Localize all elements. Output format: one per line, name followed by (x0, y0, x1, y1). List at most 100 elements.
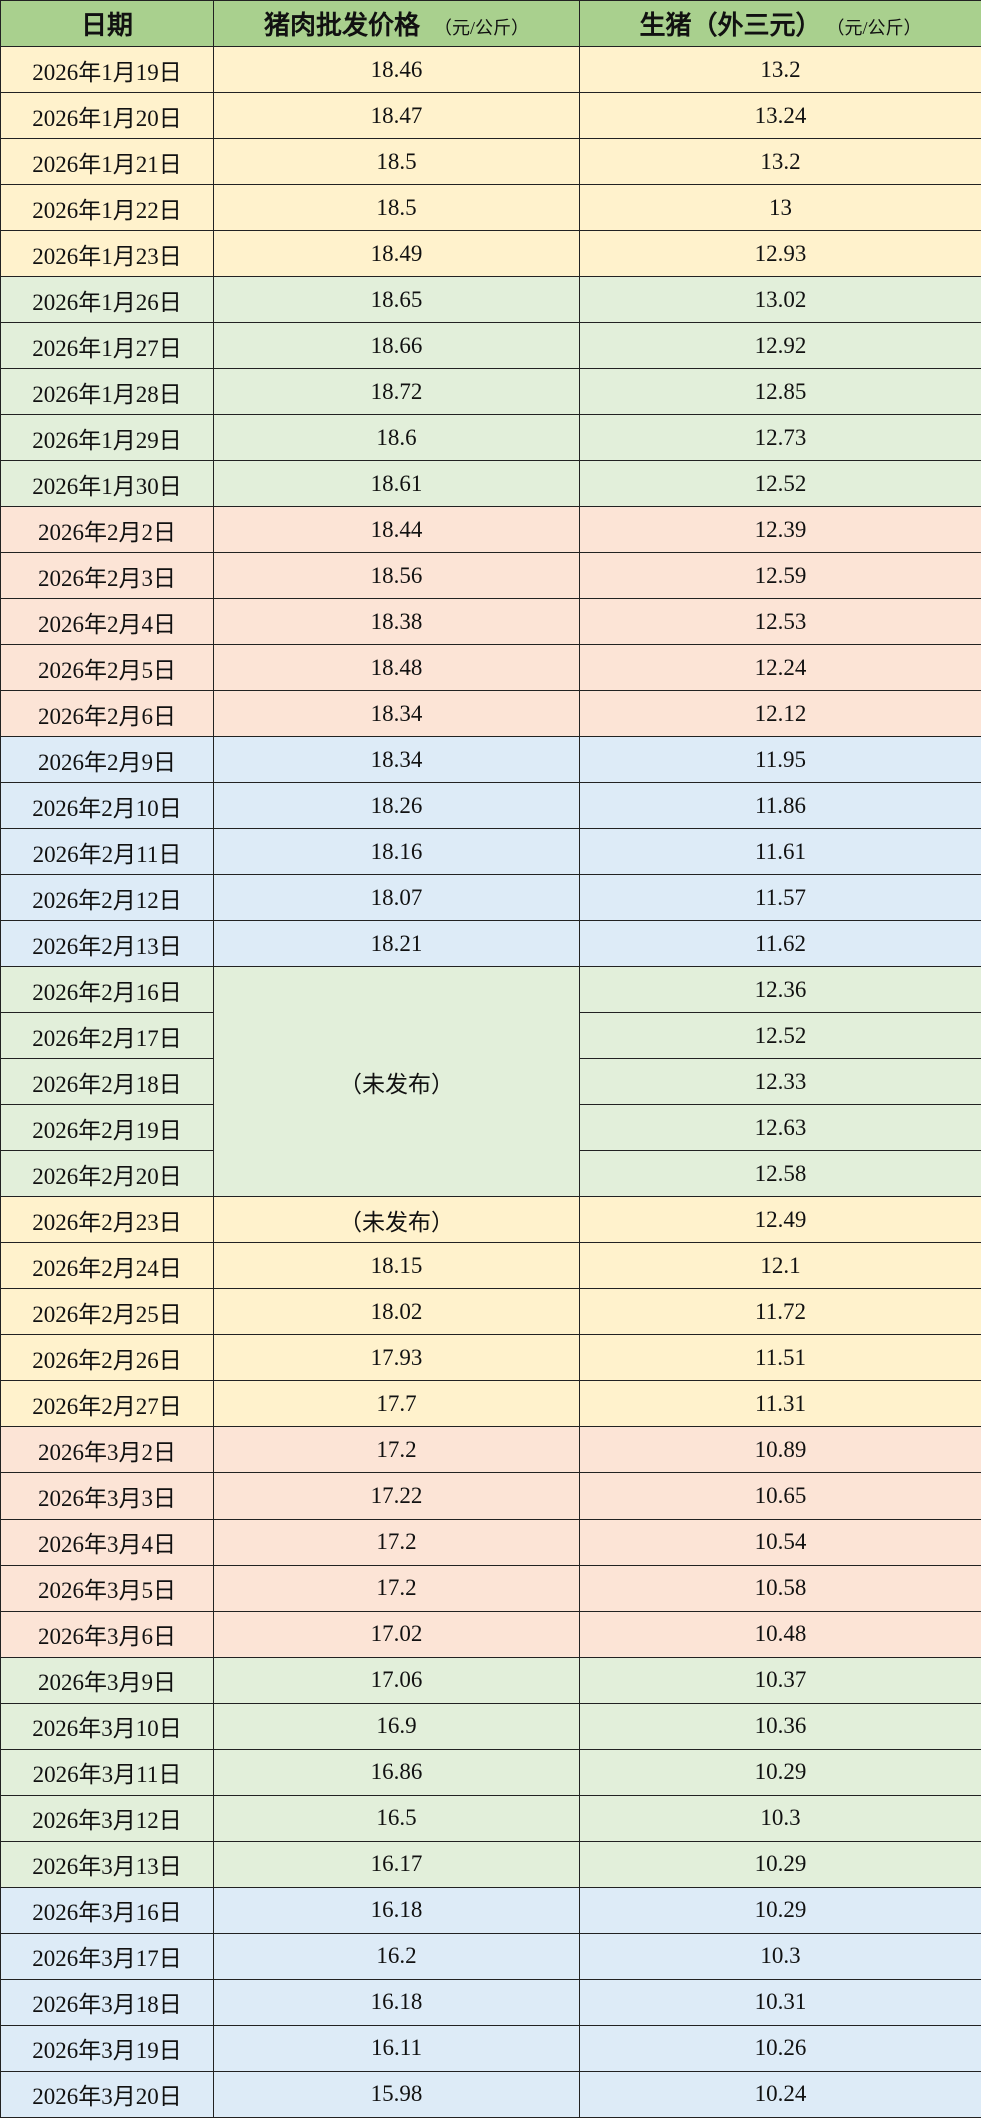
hog-price-cell: 11.31 (579, 1380, 981, 1428)
table-row: 2026年2月13日 18.21 11.62 (0, 920, 981, 968)
hog-price-cell: 11.51 (579, 1334, 981, 1382)
header-hog-unit: （元/公斤） (835, 18, 922, 38)
hog-price-cell: 12.1 (579, 1242, 981, 1290)
pork-price-cell: 16.18 (213, 1886, 580, 1934)
table-row: 2026年1月23日 18.49 12.93 (0, 230, 981, 278)
table-row: 2026年1月28日 18.72 12.85 (0, 368, 981, 416)
pork-price-cell: 18.5 (213, 184, 580, 232)
date-cell: 2026年1月28日 (0, 368, 214, 416)
hog-price-cell: 12.85 (579, 368, 981, 416)
date-cell: 2026年3月2日 (0, 1426, 214, 1474)
pork-price-cell: 15.98 (213, 2070, 580, 2118)
date-cell: 2026年2月27日 (0, 1380, 214, 1428)
pork-price-cell: 17.2 (213, 1564, 580, 1612)
pork-price-cell: （未发布） (213, 1196, 580, 1244)
pork-price-cell: 18.47 (213, 92, 580, 140)
table-row: 2026年2月26日 17.93 11.51 (0, 1334, 981, 1382)
table-body: 2026年1月19日 18.46 13.2 2026年1月20日 18.47 13.24 2… (0, 45, 981, 2118)
pork-price-cell: 16.11 (213, 2024, 580, 2072)
header-hog: 生猪（外三元） （元/公斤） (579, 0, 981, 47)
table-row: 2026年2月12日 18.07 11.57 (0, 874, 981, 922)
pork-price-cell: 18.15 (213, 1242, 580, 1290)
table-row: 2026年3月11日 16.86 10.29 (0, 1748, 981, 1796)
table-row: 2026年3月4日 17.2 10.54 (0, 1518, 981, 1566)
hog-price-cell: 13.02 (579, 276, 981, 324)
table-row: 2026年2月27日 17.7 11.31 (0, 1380, 981, 1428)
pork-price-cell: 18.02 (213, 1288, 580, 1336)
date-cell: 2026年3月20日 (0, 2070, 214, 2118)
table-row: 2026年3月13日 16.17 10.29 (0, 1840, 981, 1888)
date-cell: 2026年2月12日 (0, 874, 214, 922)
date-cell: 2026年3月3日 (0, 1472, 214, 1520)
hog-price-cell: 12.12 (579, 690, 981, 738)
pork-price-cell: 18.07 (213, 874, 580, 922)
date-cell: 2026年1月20日 (0, 92, 214, 140)
date-cell: 2026年3月17日 (0, 1932, 214, 1980)
date-cell: 2026年2月13日 (0, 920, 214, 968)
table-row: 2026年1月20日 18.47 13.24 (0, 92, 981, 140)
date-cell: 2026年2月2日 (0, 506, 214, 554)
pork-price-cell: 18.56 (213, 552, 580, 600)
header-pork-label: 猪肉批发价格 (263, 11, 420, 40)
hog-price-cell: 10.36 (579, 1702, 981, 1750)
hog-price-cell: 12.73 (579, 414, 981, 462)
hog-price-cell: 10.3 (579, 1932, 981, 1980)
table-row: 2026年2月10日 18.26 11.86 (0, 782, 981, 830)
pork-price-cell: 18.66 (213, 322, 580, 370)
table-row: 2026年2月2日 18.44 12.39 (0, 506, 981, 554)
table-row: 2026年3月20日 15.98 10.24 (0, 2070, 981, 2118)
table-row: 2026年2月6日 18.34 12.12 (0, 690, 981, 738)
table-row: 2026年3月2日 17.2 10.89 (0, 1426, 981, 1474)
hog-price-cell: 12.52 (579, 460, 981, 508)
table-row: 2026年1月29日 18.6 12.73 (0, 414, 981, 462)
date-cell: 2026年1月26日 (0, 276, 214, 324)
pork-price-cell: 17.02 (213, 1610, 580, 1658)
hog-price-cell: 12.52 (579, 1012, 981, 1060)
table-row: 2026年3月19日 16.11 10.26 (0, 2024, 981, 2072)
date-cell: 2026年2月16日 (0, 966, 214, 1014)
hog-price-cell: 11.72 (579, 1288, 981, 1336)
pork-price-cell: 18.5 (213, 138, 580, 186)
table-row: 2026年1月27日 18.66 12.92 (0, 322, 981, 370)
table-row: 2026年2月25日 18.02 11.72 (0, 1288, 981, 1336)
hog-price-cell: 12.92 (579, 322, 981, 370)
table-row: 2026年3月12日 16.5 10.3 (0, 1794, 981, 1842)
date-cell: 2026年2月9日 (0, 736, 214, 784)
date-cell: 2026年1月19日 (0, 45, 214, 94)
date-cell: 2026年2月23日 (0, 1196, 214, 1244)
hog-price-cell: 10.3 (579, 1794, 981, 1842)
header-pork: 猪肉批发价格 （元/公斤） (213, 0, 580, 47)
hog-price-cell: 12.59 (579, 552, 981, 600)
hog-price-cell: 12.63 (579, 1104, 981, 1152)
pork-price-cell: 16.17 (213, 1840, 580, 1888)
date-cell: 2026年1月30日 (0, 460, 214, 508)
pork-price-cell: 18.34 (213, 690, 580, 738)
date-cell: 2026年2月20日 (0, 1150, 214, 1198)
hog-price-cell: 10.24 (579, 2070, 981, 2118)
pork-price-cell-merged: （未发布） (213, 966, 580, 1198)
table-row: 2026年3月17日 16.2 10.3 (0, 1932, 981, 1980)
pork-price-cell: 16.18 (213, 1978, 580, 2026)
table-row: 2026年1月22日 18.5 13 (0, 184, 981, 232)
header-date: 日期 (0, 0, 214, 47)
pork-price-cell: 18.34 (213, 736, 580, 784)
pork-price-cell: 17.06 (213, 1656, 580, 1704)
hog-price-cell: 12.93 (579, 230, 981, 278)
pork-price-cell: 18.26 (213, 782, 580, 830)
pork-price-cell: 18.44 (213, 506, 580, 554)
hog-price-cell: 10.48 (579, 1610, 981, 1658)
pork-price-cell: 18.48 (213, 644, 580, 692)
date-cell: 2026年2月3日 (0, 552, 214, 600)
hog-price-cell: 11.62 (579, 920, 981, 968)
pork-price-cell: 17.2 (213, 1426, 580, 1474)
date-cell: 2026年3月6日 (0, 1610, 214, 1658)
table-row: 2026年2月16日 （未发布） 12.36 (0, 966, 981, 1198)
date-cell: 2026年3月19日 (0, 2024, 214, 2072)
header-hog-label: 生猪（外三元） (639, 11, 822, 40)
pork-price-cell: 18.16 (213, 828, 580, 876)
pork-price-cell: 16.2 (213, 1932, 580, 1980)
date-cell: 2026年3月4日 (0, 1518, 214, 1566)
hog-price-cell: 12.24 (579, 644, 981, 692)
pork-price-cell: 18.65 (213, 276, 580, 324)
